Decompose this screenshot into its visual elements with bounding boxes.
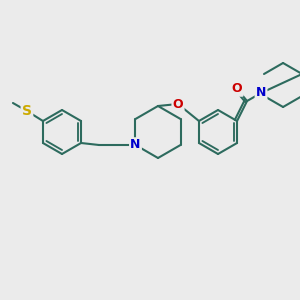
Text: S: S	[22, 104, 32, 118]
Text: O: O	[173, 98, 183, 110]
Text: O: O	[232, 82, 242, 95]
Text: N: N	[256, 86, 266, 100]
Text: N: N	[130, 139, 141, 152]
